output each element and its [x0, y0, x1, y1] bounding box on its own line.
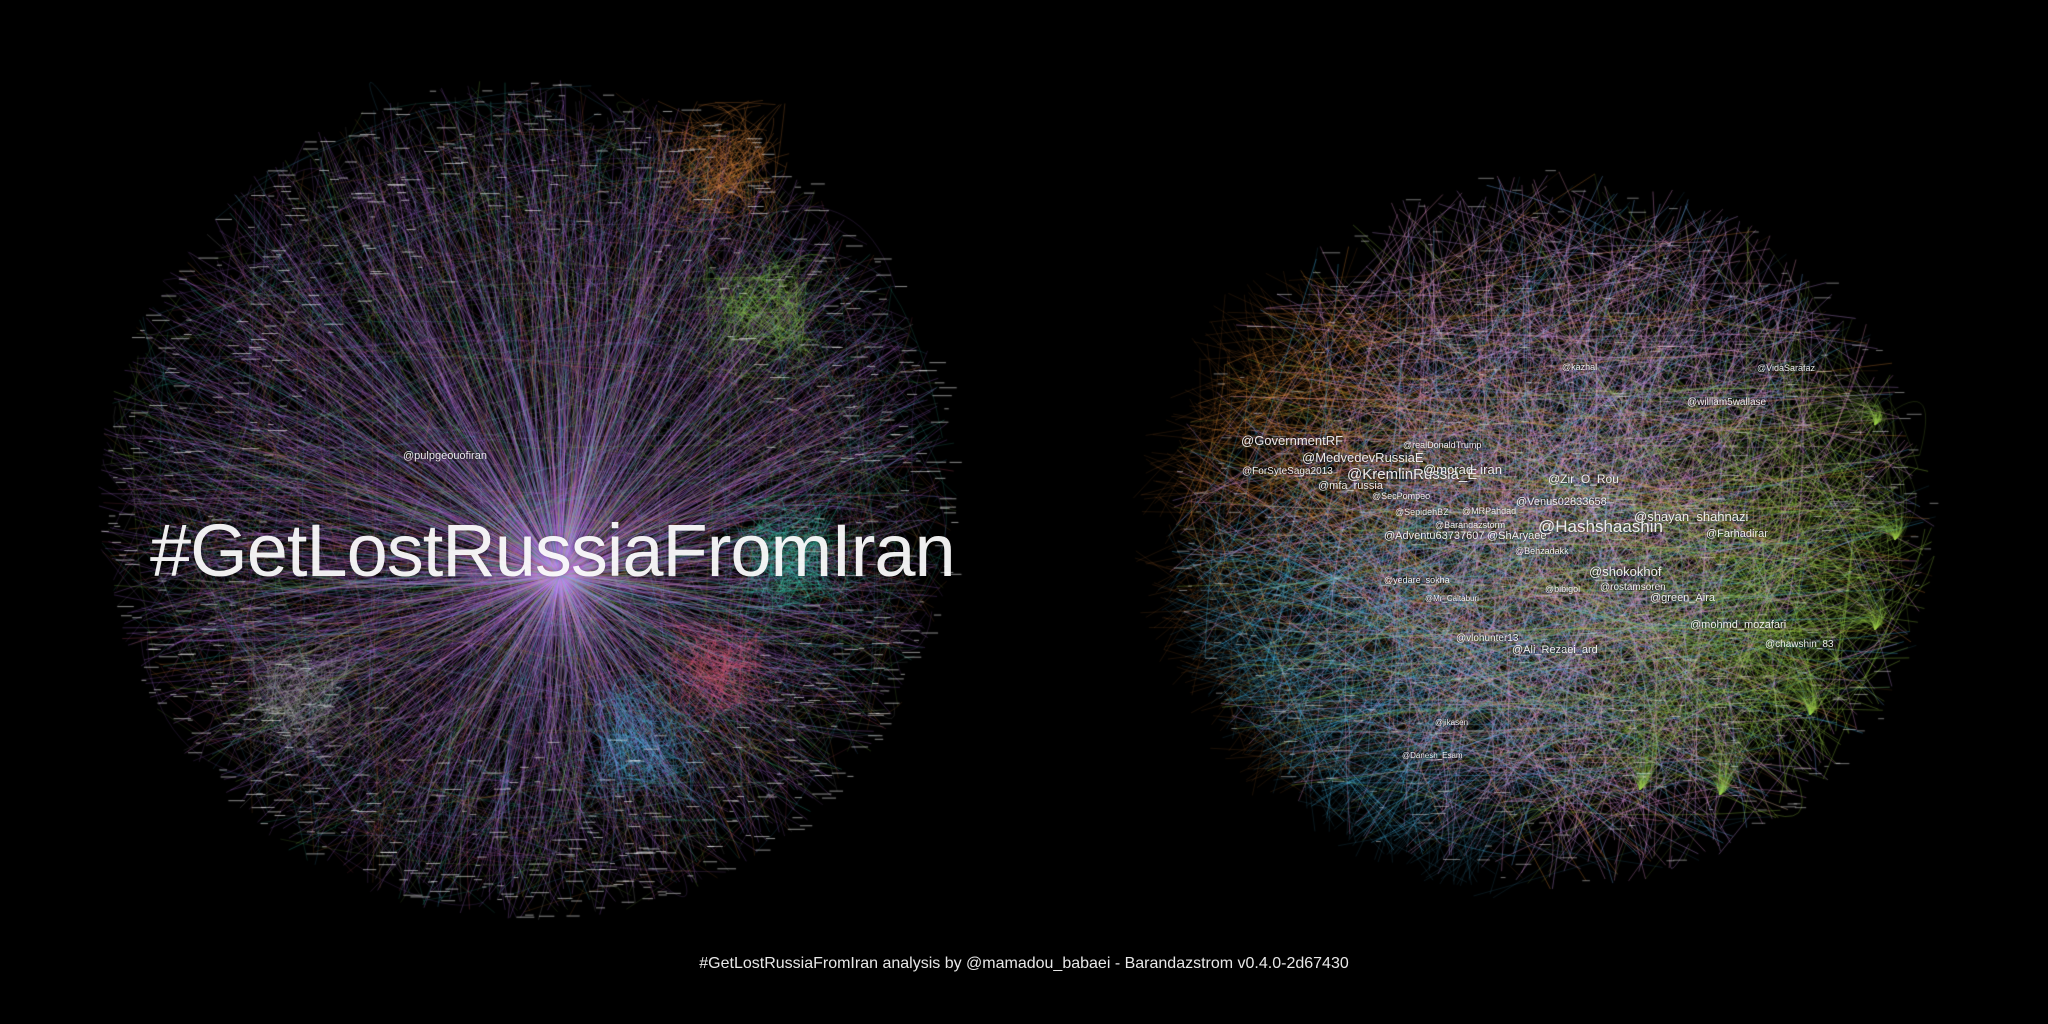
- node-label: @Barandazstorm: [1435, 520, 1506, 530]
- node-label: @KremlinRussia_E: [1347, 466, 1478, 483]
- node-label: @mfa_russia: [1318, 480, 1383, 492]
- node-label: @Behzadakk: [1515, 546, 1569, 556]
- node-label: @kazhal: [1562, 362, 1598, 372]
- node-label: @MedvedevRussiaE: [1302, 450, 1424, 465]
- footer-caption: #GetLostRussiaFromIran analysis by @mama…: [699, 955, 1349, 972]
- right-network-graph: @GovernmentRF @MedvedevRussiaE @ForSyteSag…: [1241, 362, 1834, 760]
- node-label: @ShAryaee: [1487, 530, 1547, 542]
- node-label: @ForSyteSaga2013: [1242, 466, 1333, 477]
- node-label: @Mr_Caltaburi: [1425, 594, 1479, 603]
- node-label: @morad_iran: [1423, 462, 1502, 477]
- node-label: @Ali_Rezaei_ard: [1512, 644, 1598, 656]
- node-label: @chawshin_83: [1765, 639, 1834, 650]
- node-label: @GovernmentRF: [1241, 433, 1344, 448]
- node-label: @Venus02833658: [1516, 496, 1607, 508]
- node-label: @SepidehBZ: [1395, 507, 1449, 517]
- node-label: @rostamsoren: [1600, 582, 1666, 593]
- node-label: @vlohunter13: [1456, 633, 1519, 644]
- node-label: @SecPompeo: [1372, 491, 1431, 501]
- node-label: @Farhadirar: [1706, 528, 1768, 540]
- left-network-graph: #GetLostRussiaFromIran @pulpgeouofiran: [0, 0, 1000, 1000]
- node-label: @jikasen: [1435, 718, 1469, 727]
- node-label: @Adventu63737607: [1384, 530, 1485, 542]
- node-label: @MRPahdad: [1462, 506, 1517, 516]
- node-label: @yedare_sokha: [1384, 575, 1450, 585]
- node-label: @green_Aira: [1650, 592, 1715, 604]
- node-label: @mohmd_mozafari: [1690, 619, 1787, 631]
- node-label: @Danesh_Esam: [1402, 751, 1463, 760]
- node-label: @Hashshaashin: [1538, 517, 1663, 536]
- hashtag-title: #GetLostRussiaFromIran: [150, 509, 956, 592]
- node-label: @shokokhof: [1589, 564, 1662, 579]
- node-label: @realDonaldTrump: [1403, 440, 1482, 450]
- node-label: @pulpgeouofiran: [403, 450, 487, 462]
- node-label: @william5wallase: [1687, 397, 1767, 408]
- node-label: @VidaSarafaz: [1757, 363, 1816, 373]
- node-label: @shayan_shahnazi: [1634, 509, 1749, 524]
- node-label: @bibigol: [1545, 584, 1581, 594]
- node-label: @Zir_O_Rou: [1548, 472, 1619, 486]
